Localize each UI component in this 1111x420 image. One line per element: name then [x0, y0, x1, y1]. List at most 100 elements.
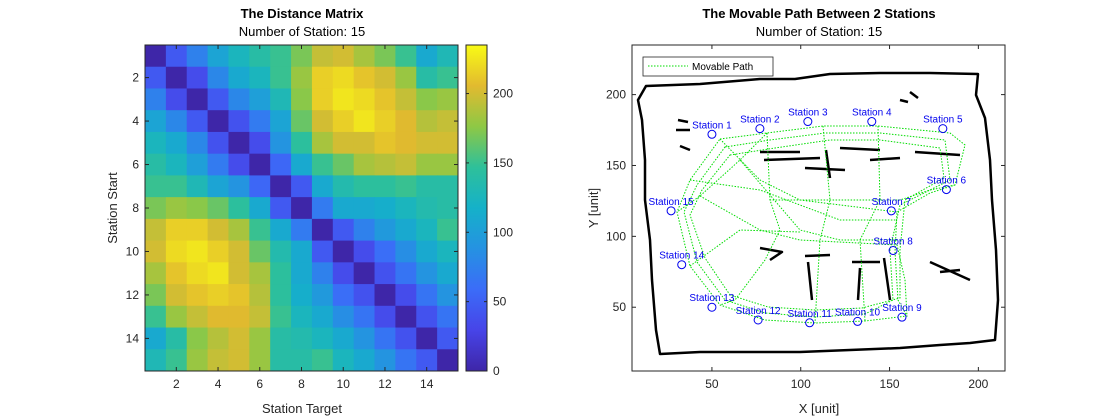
path-panel: The Movable Path Between 2 Stations Numb…	[586, 6, 1006, 416]
heatmap-cell	[228, 262, 250, 285]
heatmap-cell	[249, 262, 271, 285]
heatmap-cell	[416, 305, 438, 329]
heatmap-cell	[374, 175, 396, 198]
colorbar-gradient	[465, 44, 488, 372]
heatmap-cell	[437, 305, 459, 329]
heatmap-cell	[145, 153, 167, 176]
path-subtitle: Number of Station: 15	[756, 24, 882, 39]
station-label: Station 3	[788, 108, 828, 119]
heatmap-cell	[374, 66, 396, 89]
heatmap-cell	[353, 66, 376, 89]
heatmap-cell	[332, 240, 355, 263]
heatmap-cell	[416, 349, 438, 372]
heatmap-y-label: Station Start	[105, 172, 120, 244]
station-marker	[677, 260, 687, 270]
heatmap-cell	[332, 110, 355, 133]
station-label: Station 10	[835, 307, 880, 318]
heatmap-cell	[145, 110, 167, 133]
heatmap-cell	[165, 218, 188, 242]
heatmap-cell	[353, 45, 376, 68]
station-label: Station 7	[872, 197, 912, 208]
heatmap-cell	[291, 284, 313, 307]
heatmap-cell	[353, 327, 376, 350]
heatmap-cell	[186, 131, 209, 155]
heatmap-cell	[165, 197, 188, 220]
heatmap-cell	[228, 327, 250, 350]
station-marker	[707, 129, 717, 139]
heatmap-cell	[437, 88, 459, 111]
heatmap-cell	[186, 262, 209, 285]
heatmap-cell	[270, 349, 292, 372]
heatmap-cell	[395, 197, 417, 220]
heatmap-cell	[186, 66, 209, 89]
heatmap-cell	[374, 131, 396, 155]
heatmap-cell	[249, 305, 271, 329]
y-tick-label: 2	[132, 71, 139, 85]
heatmap-cell	[374, 110, 396, 133]
heatmap-cell	[207, 153, 229, 176]
heatmap-cell	[353, 131, 376, 155]
heatmap-cell	[353, 240, 376, 263]
heatmap-cell	[207, 349, 229, 372]
heatmap-cell	[228, 131, 250, 155]
station-marker	[941, 185, 951, 195]
heatmap-cell	[270, 88, 292, 111]
heatmap-cell	[270, 284, 292, 307]
heatmap-cell	[437, 175, 459, 198]
heatmap-cell	[311, 349, 334, 372]
heatmap-cell	[311, 45, 334, 68]
heatmap-cell	[186, 349, 209, 372]
heatmap-cell	[165, 327, 188, 350]
station-label: Station 2	[740, 115, 780, 126]
heatmap-cell	[186, 305, 209, 329]
heatmap-cell	[228, 284, 250, 307]
heatmap-cell	[228, 110, 250, 133]
heatmap-cell	[249, 218, 271, 242]
heatmap-cell	[416, 327, 438, 350]
heatmap-cell	[186, 284, 209, 307]
heatmap-cell	[416, 197, 438, 220]
heatmap-cell	[228, 305, 250, 329]
heatmap-cell	[207, 218, 229, 242]
heatmap-cell	[270, 45, 292, 68]
heatmap-cell	[165, 45, 188, 68]
heatmap-cell	[353, 175, 376, 198]
y-tick-label: 12	[126, 288, 140, 302]
heatmap-cell	[270, 262, 292, 285]
station-label: Station 13	[689, 293, 734, 304]
heatmap-cell	[416, 66, 438, 89]
heatmap-cell	[207, 240, 229, 263]
heatmap-cells	[145, 45, 459, 372]
y-tick-label: 14	[126, 331, 140, 345]
y-tick-label: 100	[606, 229, 626, 243]
heatmap-cell	[165, 131, 188, 155]
heatmap-cell	[291, 305, 313, 329]
heatmap-x-label: Station Target	[262, 401, 342, 416]
station-label: Station 9	[882, 303, 922, 314]
heatmap-cell	[249, 240, 271, 263]
heatmap-cell	[207, 197, 229, 220]
heatmap-cell	[207, 110, 229, 133]
heatmap-cell	[332, 88, 355, 111]
heatmap-cell	[416, 175, 438, 198]
legend: Movable Path	[642, 56, 774, 77]
x-tick-label: 10	[337, 377, 351, 391]
heatmap-subtitle: Number of Station: 15	[239, 24, 365, 39]
heatmap-cell	[437, 153, 459, 176]
heatmap-cell	[186, 175, 209, 198]
heatmap-y-ticks: 2 4 6 8 10 12 14	[126, 71, 458, 345]
y-tick-label: 150	[606, 158, 626, 172]
heatmap-cell	[249, 327, 271, 350]
heatmap-cell	[311, 110, 334, 133]
heatmap-cell	[416, 88, 438, 111]
heatmap-cell	[311, 131, 334, 155]
heatmap-cell	[374, 153, 396, 176]
heatmap-cell	[145, 284, 167, 307]
y-tick-label: 50	[613, 300, 627, 314]
heatmap-cell	[207, 45, 229, 68]
heatmap-cell	[186, 88, 209, 111]
heatmap-cell	[332, 131, 355, 155]
heatmap-cell	[437, 262, 459, 285]
heatmap-cell	[374, 88, 396, 111]
